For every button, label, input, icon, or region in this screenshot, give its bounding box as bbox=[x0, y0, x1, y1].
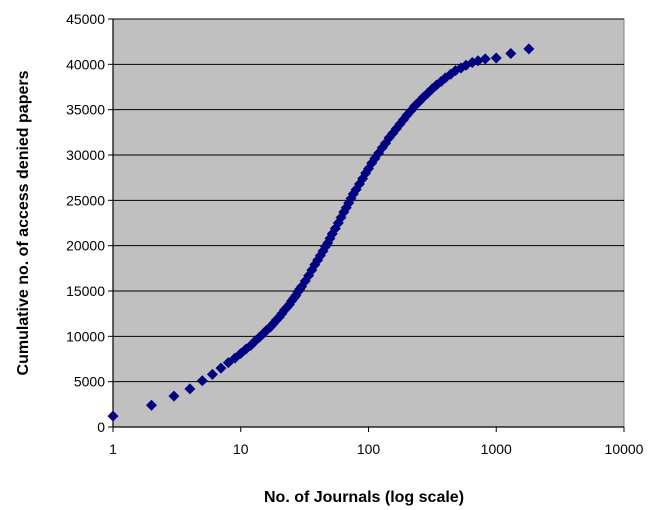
y-tick-label: 20000 bbox=[66, 238, 105, 254]
y-tick-label: 25000 bbox=[66, 192, 105, 208]
data-point bbox=[107, 410, 119, 422]
data-point bbox=[196, 375, 208, 387]
data-point bbox=[523, 43, 535, 55]
data-point bbox=[249, 335, 261, 347]
x-tick-label: 1 bbox=[109, 441, 117, 457]
data-point bbox=[168, 390, 180, 402]
data-point bbox=[222, 357, 234, 369]
plot-area bbox=[112, 18, 625, 428]
y-tick-label: 5000 bbox=[74, 374, 105, 390]
y-tick-labels: 0 5000 10000 15000 20000 25000 30000 35000 40000… bbox=[66, 11, 105, 435]
data-points bbox=[107, 43, 535, 422]
x-axis-title: No. of Journals (log scale) bbox=[264, 489, 464, 506]
data-point bbox=[245, 339, 257, 351]
x-tick-label: 10000 bbox=[605, 441, 644, 457]
axes bbox=[112, 19, 625, 432]
data-point bbox=[215, 362, 227, 374]
data-point bbox=[145, 399, 157, 411]
y-tick-label: 15000 bbox=[66, 283, 105, 299]
y-axis-title: Cumulative no. of access denied papers bbox=[15, 70, 32, 375]
data-point bbox=[206, 368, 218, 380]
y-tick-label: 30000 bbox=[66, 147, 105, 163]
x-tick-labels: 1 10 100 1000 10000 bbox=[109, 441, 644, 457]
data-point bbox=[184, 383, 196, 395]
data-point bbox=[505, 47, 517, 59]
y-tick-label: 45000 bbox=[66, 11, 105, 27]
y-tick-label: 0 bbox=[97, 419, 105, 435]
x-tick-label: 100 bbox=[357, 441, 381, 457]
x-tick-label: 10 bbox=[233, 441, 249, 457]
data-point bbox=[490, 52, 502, 64]
y-tick-label: 35000 bbox=[66, 102, 105, 118]
y-tick-label: 40000 bbox=[66, 56, 105, 72]
data-point bbox=[479, 53, 491, 65]
x-tick-label: 1000 bbox=[481, 441, 512, 457]
y-tick-label: 10000 bbox=[66, 328, 105, 344]
